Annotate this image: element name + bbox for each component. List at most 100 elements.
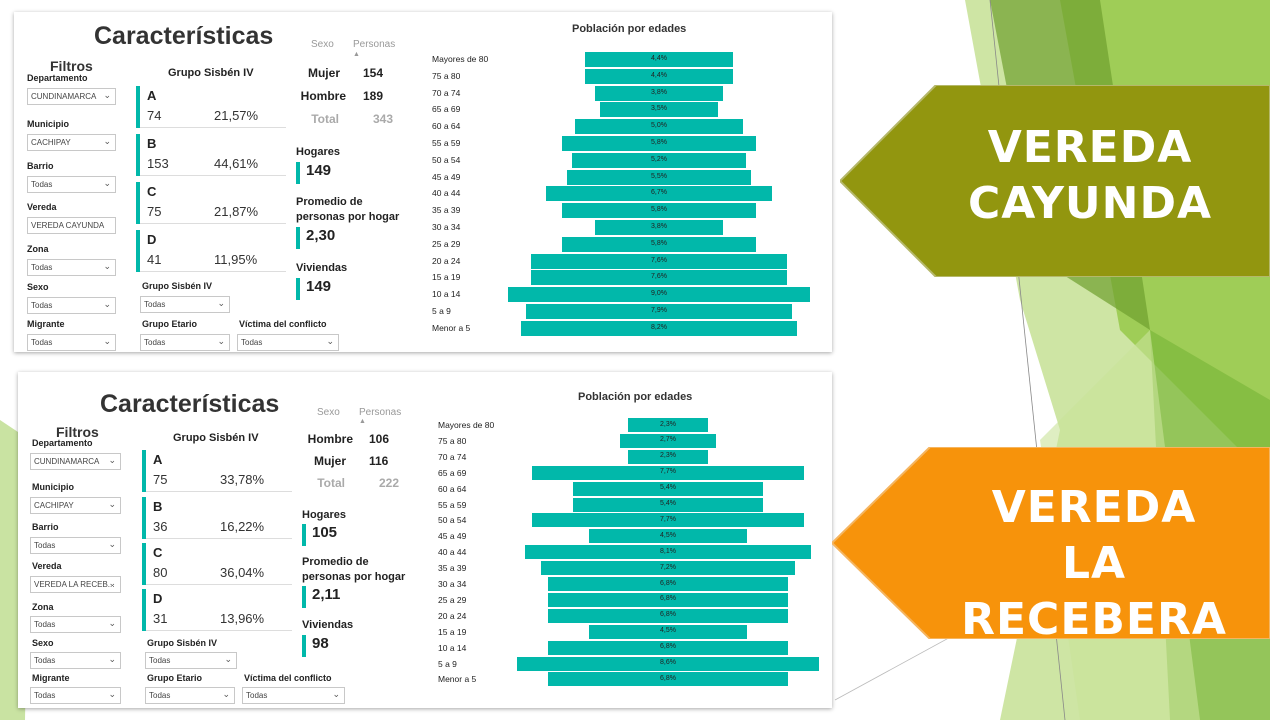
pyramid-bar-label: 5,0% bbox=[651, 122, 667, 130]
chevron-down-icon: ⌄ bbox=[108, 499, 116, 509]
filter-value: Todas bbox=[34, 691, 56, 700]
filter-label-zona: Zona bbox=[32, 602, 54, 612]
pyramid-bar[interactable]: 7,9% bbox=[526, 304, 792, 319]
pyramid-bar[interactable]: 5,4% bbox=[572, 481, 764, 496]
pyramid-bar[interactable]: 4,5% bbox=[588, 529, 748, 544]
filter-zona-dropdown[interactable]: Todas ⌄ bbox=[30, 616, 121, 633]
filter-value: Todas bbox=[34, 656, 56, 665]
divider bbox=[146, 491, 292, 492]
pyramid-bar[interactable]: 8,1% bbox=[525, 545, 811, 560]
filter-label-vereda: Vereda bbox=[32, 561, 62, 571]
sexo-row-value: 154 bbox=[363, 66, 384, 80]
pyramid-bar[interactable]: 5,8% bbox=[561, 136, 757, 151]
filter-migrante-dropdown[interactable]: Todas ⌄ bbox=[30, 687, 121, 704]
pyramid-bar-label: 2,7% bbox=[660, 436, 676, 444]
pyramid-bar[interactable]: 5,2% bbox=[571, 152, 747, 168]
filter-departamento-dropdown[interactable]: CUNDINAMARCA ⌄ bbox=[27, 88, 116, 105]
pyramid-bar[interactable]: 5,4% bbox=[572, 497, 764, 512]
pyramid-bar[interactable]: 6,8% bbox=[548, 672, 788, 687]
filter-departamento-dropdown[interactable]: CUNDINAMARCA ⌄ bbox=[30, 453, 121, 470]
pyramid-bar[interactable]: 5,8% bbox=[561, 236, 757, 252]
pyramid-bar[interactable]: 6,8% bbox=[548, 592, 788, 607]
pyramid-bar[interactable]: 4,4% bbox=[585, 52, 733, 67]
filter-zona-dropdown[interactable]: Todas ⌄ bbox=[27, 259, 116, 276]
pyramid-age-label: 25 a 29 bbox=[438, 594, 467, 605]
pyramid-bar[interactable]: 3,8% bbox=[595, 85, 723, 101]
total-value: 343 bbox=[373, 112, 394, 126]
pyramid-bar[interactable]: 7,6% bbox=[531, 270, 787, 286]
kpi-number: 105 bbox=[312, 524, 338, 541]
filter-grupo-etario-dropdown[interactable]: Todas ⌄ bbox=[140, 334, 230, 351]
promedio-label-line2: personas por hogar bbox=[302, 571, 406, 583]
filter-label-zona: Zona bbox=[27, 244, 49, 254]
promedio-value: 2,30 bbox=[296, 227, 335, 249]
card-accent-bar bbox=[142, 543, 146, 585]
pyramid-bar[interactable]: 6,8% bbox=[548, 640, 788, 655]
pyramid-bar[interactable]: 7,2% bbox=[541, 561, 795, 576]
pyramid-bar[interactable]: 9,0% bbox=[507, 287, 811, 303]
pyramid-bar[interactable]: 8,2% bbox=[521, 320, 797, 336]
card-accent-bar bbox=[136, 134, 140, 176]
filter-municipio-dropdown[interactable]: CACHIPAY ⌄ bbox=[27, 134, 116, 151]
pyramid-bar[interactable]: 7,7% bbox=[532, 513, 804, 528]
chevron-down-icon: ⌄ bbox=[217, 336, 225, 346]
filter-value: VEREDA LA RECEB... bbox=[34, 580, 115, 589]
filter-label-victima: Víctima del conflicto bbox=[239, 319, 327, 329]
pyramid-bar-label: 7,7% bbox=[660, 468, 676, 476]
filter-grupo-sisben-dropdown[interactable]: Todas ⌄ bbox=[140, 296, 230, 313]
chevron-down-icon: ⌄ bbox=[103, 336, 111, 346]
filter-sexo-dropdown[interactable]: Todas ⌄ bbox=[30, 652, 121, 669]
personas-column-header[interactable]: Personas bbox=[359, 407, 402, 418]
pyramid-bar[interactable]: 6,8% bbox=[548, 608, 788, 623]
grupo-percent: 16,22% bbox=[220, 519, 265, 534]
pyramid-bar[interactable]: 6,7% bbox=[546, 186, 772, 202]
grupo-card-c: C 80 36,04% bbox=[142, 543, 292, 585]
pyramid-bar[interactable]: 8,6% bbox=[516, 656, 820, 671]
grupo-letter: C bbox=[147, 184, 157, 199]
filter-barrio-dropdown[interactable]: Todas ⌄ bbox=[27, 176, 116, 193]
filter-victima-dropdown[interactable]: Todas ⌄ bbox=[242, 687, 345, 704]
filter-vereda-dropdown[interactable]: VEREDA CAYUNDA bbox=[27, 217, 116, 234]
pyramid-bar[interactable]: 4,5% bbox=[588, 624, 748, 639]
pyramid-bar[interactable]: 5,8% bbox=[561, 203, 757, 219]
pyramid-age-label: 60 a 64 bbox=[432, 121, 461, 132]
sexo-column-header[interactable]: Sexo bbox=[311, 39, 334, 50]
filter-sexo-dropdown[interactable]: Todas ⌄ bbox=[27, 297, 116, 314]
personas-column-header[interactable]: Personas bbox=[353, 39, 396, 50]
pyramid-age-label: 35 a 39 bbox=[438, 563, 467, 574]
pyramid-age-label: 75 a 80 bbox=[438, 435, 467, 446]
pyramid-age-label: 60 a 64 bbox=[438, 483, 467, 494]
pyramid-age-label: Menor a 5 bbox=[432, 322, 471, 333]
pyramid-bar[interactable]: 7,7% bbox=[532, 465, 804, 480]
filter-grupo-sisben-dropdown[interactable]: Todas ⌄ bbox=[145, 652, 237, 669]
page-title: Características bbox=[94, 22, 274, 50]
pyramid-age-label: 35 a 39 bbox=[432, 205, 461, 216]
filter-value: Todas bbox=[31, 180, 53, 189]
hogares-label: Hogares bbox=[296, 146, 341, 158]
pyramid-age-label: 30 a 34 bbox=[438, 579, 467, 589]
grupo-count: 74 bbox=[147, 108, 162, 123]
pyramid-bar[interactable]: 7,6% bbox=[531, 253, 787, 269]
pyramid-bar[interactable]: 5,0% bbox=[575, 119, 743, 135]
filter-vereda-dropdown[interactable]: VEREDA LA RECEB... ⌄ bbox=[30, 576, 121, 593]
pyramid-bar[interactable]: 6,8% bbox=[548, 577, 788, 591]
filter-grupo-etario-dropdown[interactable]: Todas ⌄ bbox=[145, 687, 235, 704]
pyramid-bar[interactable]: 5,5% bbox=[566, 169, 752, 185]
pyramid-bar[interactable]: 2,3% bbox=[627, 449, 709, 464]
pyramid-bar[interactable]: 2,3% bbox=[627, 418, 709, 432]
banner-la-recebera-text: VEREDA LA RECEBERA bbox=[928, 480, 1260, 648]
promedio-label-line2: personas por hogar bbox=[296, 211, 400, 223]
grupo-letter: D bbox=[153, 591, 163, 606]
filter-migrante-dropdown[interactable]: Todas ⌄ bbox=[27, 334, 116, 351]
divider bbox=[140, 127, 286, 128]
chevron-down-icon: ⌄ bbox=[103, 299, 111, 309]
pyramid-bar[interactable]: 3,5% bbox=[600, 102, 718, 118]
sexo-column-header[interactable]: Sexo bbox=[317, 407, 340, 418]
pyramid-bar[interactable]: 3,8% bbox=[595, 220, 723, 235]
filter-barrio-dropdown[interactable]: Todas ⌄ bbox=[30, 537, 121, 554]
filter-municipio-dropdown[interactable]: CACHIPAY ⌄ bbox=[30, 497, 121, 514]
pyramid-bar[interactable]: 2,7% bbox=[620, 433, 716, 448]
filter-victima-dropdown[interactable]: Todas ⌄ bbox=[237, 334, 339, 351]
pyramid-bar[interactable]: 4,4% bbox=[585, 68, 733, 84]
pyramid-bar-label: 8,2% bbox=[651, 323, 667, 331]
